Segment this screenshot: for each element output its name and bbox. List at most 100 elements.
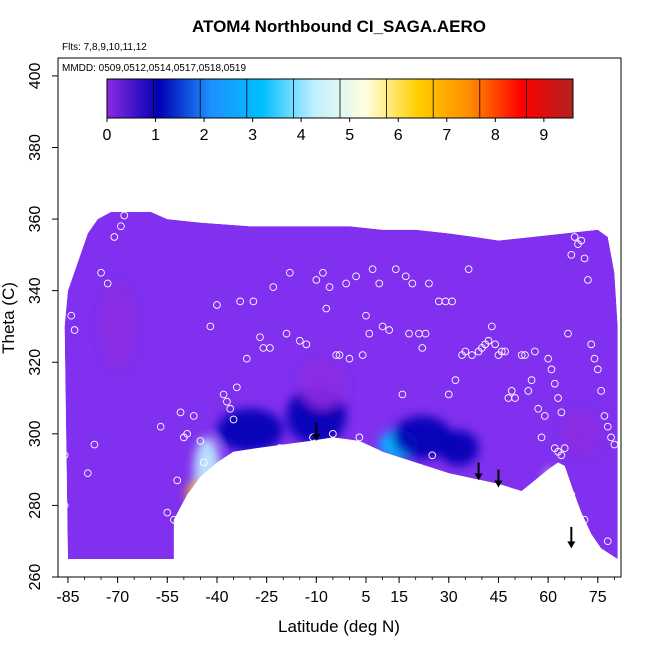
sample-point [362,311,370,320]
x-axis-label: Latitude (deg N) [278,617,400,636]
sample-point [183,429,192,438]
sample-point [170,515,178,524]
x-tick-label: -10 [305,589,328,606]
x-tick-label: 75 [589,589,607,606]
y-tick-label: 280 [27,492,44,519]
sample-point [461,347,470,356]
x-tick-label: 15 [390,589,408,606]
field-blob-0 [193,437,221,502]
sample-point [527,376,536,384]
profile-arrow [474,462,483,481]
sample-point [590,354,599,363]
colorbar-tick-label: 2 [200,127,209,144]
sample-point [103,279,112,288]
colorbar-tick-label: 7 [442,127,451,144]
sample-point [199,458,208,467]
sample-point [540,412,549,420]
sample-point [521,351,529,359]
sample-point [90,440,99,449]
sample-point [295,336,304,345]
x-tick-label: 5 [362,589,371,606]
field-blob-2 [216,408,284,452]
sample-point [603,537,612,546]
sample-point [156,422,165,431]
sample-point [587,544,596,553]
sample-point [319,268,327,277]
sample-point [256,333,264,342]
sample-point [355,433,364,442]
sample-point [67,311,76,320]
sample-point [110,233,119,241]
sample-point [219,390,228,399]
field-blob-7 [438,430,479,467]
sample-point [405,329,413,338]
y-tick-label: 300 [27,420,44,447]
sample-point [497,347,506,356]
sample-point [163,508,172,517]
sample-point [242,354,251,363]
sample-point [83,469,92,478]
field-blob-4 [299,358,347,409]
x-tick-label: -55 [156,589,179,606]
profile-arrow [494,469,503,488]
sample-points [60,211,619,553]
colorbar-tick-label: 6 [394,127,403,144]
sample-point [534,404,543,413]
sample-point [120,211,129,220]
sample-point [368,265,377,274]
sample-point [580,515,589,524]
sample-point [421,329,430,338]
sample-point [567,251,576,259]
y-axis-label: Theta (C) [0,282,18,354]
sample-point [557,408,566,417]
sample-point [464,265,473,274]
sample-point [408,279,417,288]
sample-point [597,387,605,395]
sample-point [607,433,615,442]
sample-point [322,304,331,313]
x-tick-label: -85 [56,589,79,606]
colorbar-tick-label: 4 [297,127,306,144]
profile-arrow [567,526,576,549]
sample-point [236,297,244,306]
sample-point [580,254,589,263]
sample-point [332,351,341,359]
y-tick-label: 340 [27,277,44,304]
sample-point [189,412,198,420]
sample-point [593,365,602,374]
sample-point [531,347,539,356]
flights-annotation: Flts: 7,8,9,10,11,12 [62,42,147,53]
profile-arrows [312,423,576,549]
sample-point [97,268,105,277]
sample-point [448,297,456,306]
sample-point [507,387,516,395]
field-blob-11 [101,283,135,370]
sample-point [378,322,387,331]
sample-point [587,340,596,349]
x-tick-label: -25 [255,589,278,606]
sample-point [282,329,291,338]
field-blob-9 [544,469,559,492]
sample-point [428,451,437,460]
sample-point [600,412,609,420]
sample-point [70,326,79,334]
field-blob-12 [561,412,602,456]
sample-point [398,390,407,399]
sample-point [60,501,69,510]
sample-point [564,329,572,338]
sample-point [610,440,619,449]
sample-point [117,222,125,231]
sample-point [223,397,231,406]
sample-point [544,354,552,363]
colorbar-tick-label: 8 [491,127,500,144]
sample-point [517,351,526,359]
field-blob-8 [544,483,565,520]
colorbar-tick-label: 1 [151,127,160,144]
sample-point [491,340,500,349]
y-tick-label: 380 [27,134,44,161]
sample-point [550,379,559,388]
sample-point [537,433,546,442]
x-tick-label: -40 [205,589,228,606]
y-tick-label: 400 [27,62,44,89]
